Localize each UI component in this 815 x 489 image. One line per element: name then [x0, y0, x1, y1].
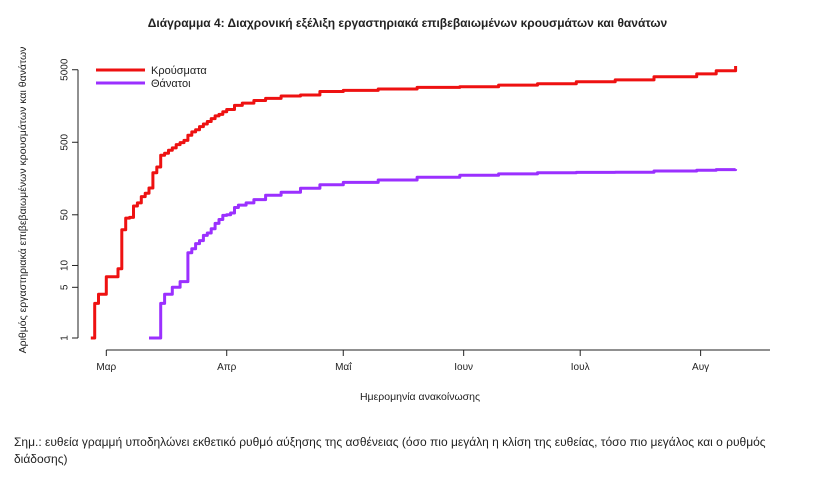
- x-axis: Μαρ Απρ Μαΐ Ιουν Ιουλ Αυγ: [96, 349, 770, 373]
- y-tick-label: 500: [60, 133, 71, 150]
- x-tick-label: Ιουλ: [571, 362, 590, 373]
- series-lines: [90, 66, 738, 340]
- y-axis-label: Αριθμός εργαστηριακά επιβεβαιωμένων κρου…: [17, 47, 29, 354]
- footnote: Σημ.: ευθεία γραμμή υποδηλώνει εκθετικό …: [14, 435, 766, 466]
- y-tick-label: 10: [60, 259, 71, 271]
- y-tick-label: 5000: [60, 58, 71, 81]
- legend-label: Κρούσματα: [151, 65, 207, 77]
- series-line-cases: [90, 66, 738, 340]
- y-tick-label: 5: [60, 284, 71, 290]
- x-axis-label: Ημερομηνία ανακοίνωσης: [360, 391, 480, 403]
- chart-title: Διάγραμμα 4: Διαχρονική εξέλιξη εργαστηρ…: [147, 16, 668, 30]
- series-line-deaths: [149, 168, 738, 340]
- legend-label: Θάνατοι: [151, 78, 191, 90]
- y-tick-label: 1: [60, 335, 71, 341]
- x-tick-label: Αυγ: [692, 362, 709, 373]
- x-tick-label: Απρ: [217, 362, 237, 373]
- y-axis: 1 5 10 50 500 5000: [60, 58, 79, 341]
- x-tick-label: Μαΐ: [335, 361, 352, 373]
- y-tick-label: 50: [60, 209, 71, 221]
- x-tick-label: Μαρ: [96, 362, 116, 373]
- x-tick-label: Ιουν: [454, 362, 473, 373]
